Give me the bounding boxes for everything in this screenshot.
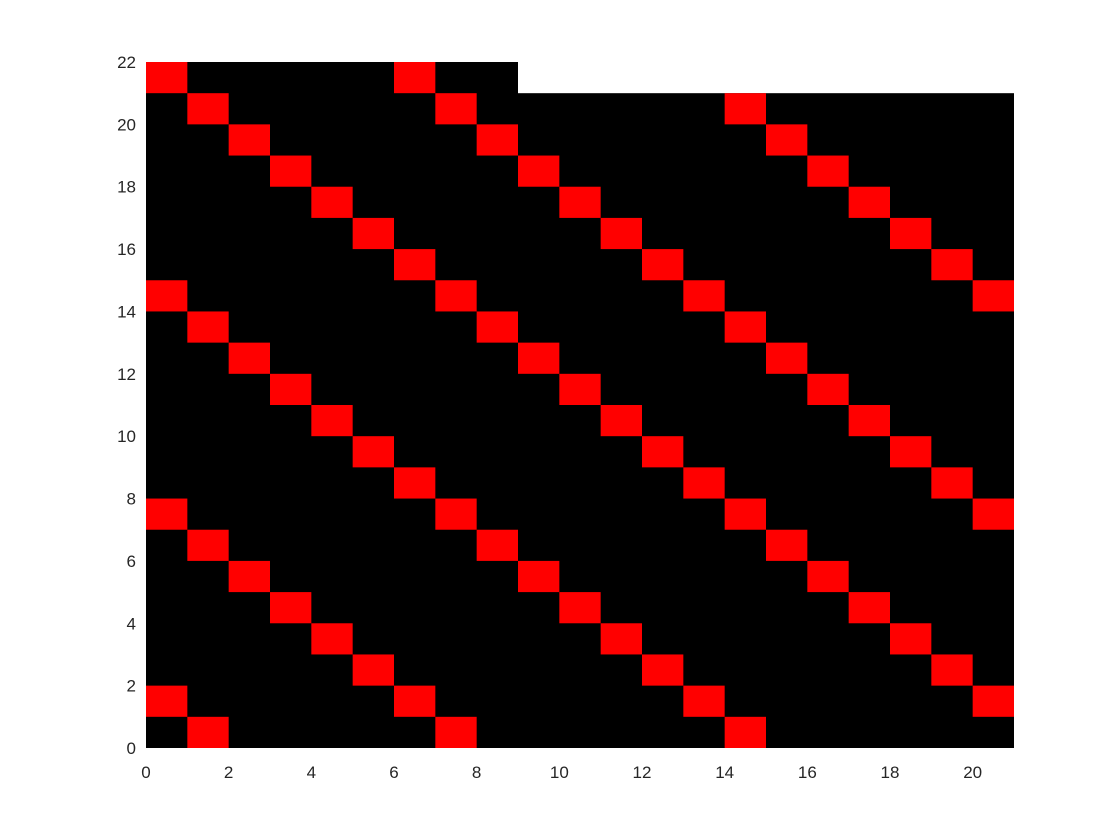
x-tick-label: 14 — [715, 763, 734, 782]
heatmap-cell — [228, 342, 270, 374]
heatmap-cell — [600, 217, 642, 250]
x-tick-label: 18 — [881, 763, 900, 782]
x-tick-label: 16 — [798, 763, 817, 782]
heatmap-cell — [724, 311, 766, 343]
y-tick-label: 0 — [127, 739, 136, 758]
y-tick-label: 16 — [117, 240, 136, 259]
heatmap-cell — [972, 498, 1014, 530]
heatmap-cell — [394, 685, 436, 717]
y-tick-label: 8 — [127, 490, 136, 509]
x-tick-label: 4 — [307, 763, 316, 782]
x-tick-label: 20 — [963, 763, 982, 782]
heatmap-cell — [766, 529, 808, 561]
heatmap-cell — [435, 498, 477, 530]
heatmap-cell — [352, 654, 394, 686]
heatmap-cell — [683, 685, 725, 717]
heatmap-cell — [187, 93, 229, 125]
heatmap-cell — [187, 716, 229, 748]
heatmap-cell — [642, 436, 684, 468]
heatmap-cell — [807, 155, 849, 187]
x-tick-label: 0 — [141, 763, 150, 782]
x-tick-label: 6 — [389, 763, 398, 782]
x-tick-label: 8 — [472, 763, 481, 782]
y-axis: 0 2 4 6 8 10 12 14 16 18 20 22 — [117, 53, 136, 758]
heatmap-cell — [476, 311, 518, 343]
heatmap-cell — [642, 249, 684, 281]
heatmap-cell — [972, 280, 1014, 312]
heatmap-cell — [311, 405, 353, 437]
heatmap-cell — [600, 405, 642, 437]
heatmap-cell — [890, 623, 932, 655]
heatmap-cell — [559, 592, 601, 624]
heatmap-cell — [394, 467, 436, 499]
y-tick-label: 22 — [117, 53, 136, 72]
heatmap-cell — [270, 592, 312, 624]
heatmap-cell — [848, 405, 890, 437]
heatmap-cell — [890, 217, 932, 250]
heatmap-cell — [352, 436, 394, 468]
heatmap-cell — [848, 592, 890, 624]
heatmap-cell — [187, 311, 229, 343]
heatmap-cell — [683, 467, 725, 499]
heatmap-cell — [435, 93, 477, 125]
y-tick-label: 4 — [127, 614, 136, 633]
heatmap-cell — [352, 217, 394, 250]
x-tick-label: 10 — [550, 763, 569, 782]
heatmap-cell — [807, 560, 849, 593]
heatmap-cell — [724, 716, 766, 748]
heatmap-cell — [311, 186, 353, 218]
heatmap-cell — [146, 280, 188, 312]
heatmap-cell — [228, 124, 270, 156]
y-tick-label: 18 — [117, 178, 136, 197]
heatmap-cell — [476, 529, 518, 561]
heatmap-cell — [972, 685, 1014, 717]
cells-layer — [146, 62, 1014, 748]
y-tick-label: 2 — [127, 677, 136, 696]
x-axis: 0 2 4 6 8 10 12 14 16 18 20 — [141, 763, 982, 782]
y-tick-label: 6 — [127, 552, 136, 571]
heatmap-cell — [187, 529, 229, 561]
heatmap-cell — [476, 124, 518, 156]
y-tick-label: 12 — [117, 365, 136, 384]
heatmap-cell — [931, 654, 973, 686]
heatmap-cell — [146, 685, 188, 717]
heatmap-cell — [724, 498, 766, 530]
heatmap-cell — [311, 623, 353, 655]
heatmap-cell — [518, 560, 560, 593]
heatmap-cell — [270, 155, 312, 187]
heatmap-cell — [559, 373, 601, 405]
heatmap-cell — [642, 654, 684, 686]
heatmap-cell — [600, 623, 642, 655]
heatmap-cell — [766, 124, 808, 156]
heatmap-cell — [146, 62, 188, 94]
heatmap-cell — [435, 716, 477, 748]
heatmap-cell — [931, 249, 973, 281]
heatmap-cell — [559, 186, 601, 218]
y-tick-label: 10 — [117, 427, 136, 446]
heatmap-cell — [394, 62, 436, 94]
y-tick-label: 14 — [117, 302, 136, 321]
heatmap-cell — [931, 467, 973, 499]
heatmap-cell — [518, 155, 560, 187]
heatmap-cell — [724, 93, 766, 125]
heatmap-cell — [890, 436, 932, 468]
x-tick-label: 12 — [633, 763, 652, 782]
heatmap-cell — [766, 342, 808, 374]
heatmap-cell — [228, 560, 270, 593]
heatmap-cell — [518, 342, 560, 374]
heatmap-cell — [435, 280, 477, 312]
x-tick-label: 2 — [224, 763, 233, 782]
heatmap-cell — [683, 280, 725, 312]
heatmap-cell — [146, 498, 188, 530]
heatmap-cell — [394, 249, 436, 281]
heatmap-cell — [807, 373, 849, 405]
y-tick-label: 20 — [117, 115, 136, 134]
heatmap-cell — [270, 373, 312, 405]
heatmap-cell — [848, 186, 890, 218]
